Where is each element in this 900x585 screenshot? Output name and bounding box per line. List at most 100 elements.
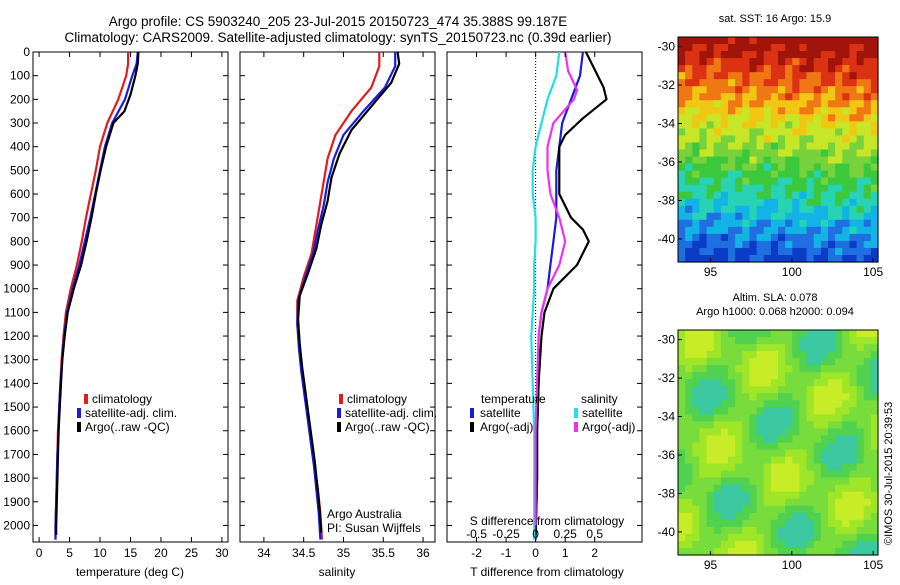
map-cell [706,44,715,52]
map-cell [692,156,701,165]
map-cell [778,337,786,345]
map-cell [835,177,843,186]
map-cell [763,456,772,465]
map-cell [706,491,715,500]
map-cell [749,240,758,249]
map-cell [713,177,722,186]
map-cell [849,156,858,165]
map-cell [728,365,736,373]
map-cell [756,442,765,451]
map-cell [785,351,793,359]
map-cell [770,184,779,193]
map-cell [813,477,822,486]
map-cell [792,442,801,451]
map-cell [720,254,729,263]
map-cell [799,540,808,549]
map-cell [828,205,836,214]
map-cell [806,205,815,214]
y-tick-label: 200 [10,92,30,106]
map-cell [728,351,736,359]
map-cell [699,463,708,472]
map-cell [756,107,765,115]
map-cell [870,198,879,207]
map-cell [763,337,772,345]
map-cell [692,107,701,115]
map-cell [685,526,693,535]
map-cell [706,149,715,158]
map-cell [828,65,836,73]
map-cell [778,330,786,338]
map-cell [820,107,829,115]
map-cell [692,337,701,345]
map-cell [699,107,708,115]
map-cell [728,400,736,408]
map-cell [742,65,751,73]
legend-label-argo: Argo(..raw -QC) [345,420,430,434]
map-cell [792,219,801,228]
map-cell [720,421,729,430]
map-cell [835,170,843,179]
map-cell [763,435,772,444]
map-cell [842,533,851,542]
map-cell [849,484,858,493]
map-cell [720,93,729,101]
map-cell [742,142,751,151]
map-cell [828,547,836,556]
map-cell [870,540,879,549]
map-cell [749,477,758,486]
map-cell [735,184,743,193]
map-cell [706,337,715,345]
map-cell [678,163,686,172]
difference-legend: temperature salinity satellite Argo(-adj… [470,392,635,434]
map-cell [720,58,729,66]
map-cell [849,65,858,73]
map-cell [820,198,829,207]
x-tick-label: 35.5 [372,546,396,560]
map-cell [770,365,779,373]
map-cell [792,449,801,458]
map-cell [692,491,701,500]
map-cell [835,449,843,458]
map-cell [778,44,786,52]
map-cell [706,372,715,380]
map-cell [692,65,701,73]
map-cell [785,477,793,486]
map-cell [699,198,708,207]
map-cell [713,191,722,200]
map-cell [828,477,836,486]
map-cell [728,372,736,380]
map-cell [756,226,765,235]
map-cell [735,212,743,221]
map-cell [870,393,879,401]
map-cell [806,58,815,66]
map-cell [813,44,822,52]
map-cell [756,114,765,122]
map-cell [792,386,801,394]
map-cell [792,372,801,380]
y-tick-label: 1200 [3,329,30,343]
map-cell [785,177,793,186]
map-cell [813,407,822,415]
map-cell [828,533,836,542]
map-cell [713,51,722,59]
map-cell [756,330,765,338]
map-cell [699,240,708,249]
legend-label-s-argo: Argo(-adj) [582,420,635,434]
map-cell [713,379,722,387]
map-cell [706,435,715,444]
map-cell [792,51,801,59]
map-cell [799,498,808,507]
map-cell [842,247,851,256]
map-cell [813,226,822,235]
map-cell [820,212,829,221]
map-cell [749,121,758,130]
map-cell [842,400,851,408]
map-cell [735,358,743,366]
map-cell [799,428,808,437]
map-cell [792,149,801,158]
temperature-lines [54,52,140,540]
map-cell [835,142,843,151]
legend-swatch-argo [337,422,341,432]
map-cell [856,86,865,94]
map-cell [870,477,879,486]
